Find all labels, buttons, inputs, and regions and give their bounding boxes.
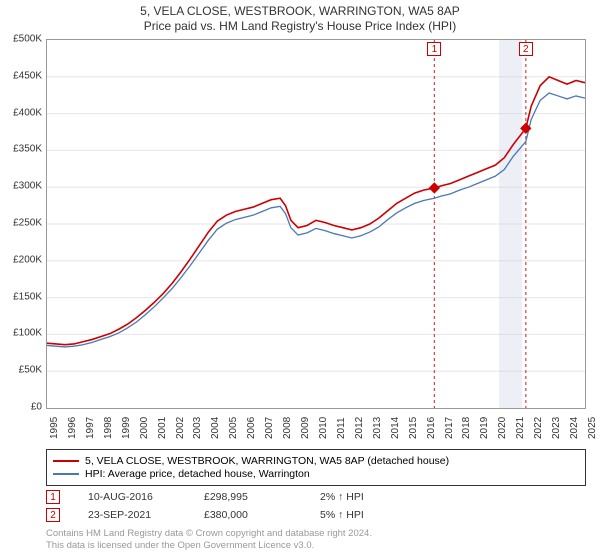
- x-tick-label: 2009: [300, 417, 311, 439]
- x-tick-label: 2014: [390, 417, 401, 439]
- legend: 5, VELA CLOSE, WESTBROOK, WARRINGTON, WA…: [46, 449, 586, 486]
- y-tick-label: £400K: [13, 107, 42, 118]
- sale-marker-box: 2: [46, 508, 60, 522]
- x-tick-label: 2007: [264, 417, 275, 439]
- x-tick-label: 2018: [461, 417, 472, 439]
- legend-label: 5, VELA CLOSE, WESTBROOK, WARRINGTON, WA…: [85, 455, 449, 467]
- x-tick-label: 2017: [444, 417, 455, 439]
- sale-price: £298,995: [204, 491, 292, 503]
- sale-delta: 2% ↑ HPI: [320, 491, 408, 503]
- x-tick-label: 2011: [336, 417, 347, 439]
- y-tick-label: £50K: [19, 365, 42, 376]
- y-tick-label: £200K: [13, 254, 42, 265]
- x-tick-label: 2024: [569, 417, 580, 439]
- sale-row: 2 23-SEP-2021 £380,000 5% ↑ HPI: [46, 508, 586, 522]
- y-tick-label: £350K: [13, 144, 42, 155]
- legend-swatch: [53, 473, 79, 475]
- x-tick-label: 2010: [318, 417, 329, 439]
- legend-label: HPI: Average price, detached house, Warr…: [85, 468, 310, 480]
- x-tick-label: 1995: [49, 417, 60, 439]
- chart-subtitle: Price paid vs. HM Land Registry's House …: [0, 19, 600, 39]
- x-tick-label: 2012: [354, 417, 365, 439]
- sale-row: 1 10-AUG-2016 £298,995 2% ↑ HPI: [46, 490, 586, 504]
- sales-table: 1 10-AUG-2016 £298,995 2% ↑ HPI 2 23-SEP-2021…: [0, 490, 600, 522]
- x-tick-label: 2008: [282, 417, 293, 439]
- y-tick-label: £150K: [13, 291, 42, 302]
- legend-item: 5, VELA CLOSE, WESTBROOK, WARRINGTON, WA…: [53, 455, 579, 467]
- x-tick-label: 2023: [551, 417, 562, 439]
- x-tick-label: 2020: [497, 417, 508, 439]
- x-tick-label: 2025: [587, 417, 598, 439]
- sale-date: 10-AUG-2016: [88, 491, 176, 503]
- x-tick-label: 1997: [85, 417, 96, 439]
- y-tick-label: £450K: [13, 70, 42, 81]
- sale-delta: 5% ↑ HPI: [320, 509, 408, 521]
- x-tick-label: 2002: [175, 417, 186, 439]
- legend-item: HPI: Average price, detached house, Warr…: [53, 468, 579, 480]
- chart-container: 5, VELA CLOSE, WESTBROOK, WARRINGTON, WA…: [0, 0, 600, 560]
- sale-price: £380,000: [204, 509, 292, 521]
- x-tick-label: 2022: [533, 417, 544, 439]
- y-tick-label: £300K: [13, 181, 42, 192]
- y-tick-label: £250K: [13, 218, 42, 229]
- y-tick-label: £500K: [13, 34, 42, 45]
- x-tick-label: 2001: [157, 417, 168, 439]
- y-axis: £0£50K£100K£150K£200K£250K£300K£350K£400…: [0, 39, 46, 407]
- x-tick-label: 2004: [210, 417, 221, 439]
- x-tick-label: 2021: [515, 417, 526, 439]
- x-tick-label: 1996: [67, 417, 78, 439]
- x-tick-label: 2003: [192, 417, 203, 439]
- line-plot: [47, 40, 585, 408]
- sale-marker-1: 1: [427, 42, 441, 56]
- x-tick-label: 2015: [408, 417, 419, 439]
- x-tick-label: 2019: [479, 417, 490, 439]
- x-tick-label: 2016: [426, 417, 437, 439]
- legend-swatch: [53, 460, 79, 462]
- footer-line-2: This data is licensed under the Open Gov…: [46, 540, 586, 552]
- footer: Contains HM Land Registry data © Crown c…: [46, 528, 586, 553]
- chart-title: 5, VELA CLOSE, WESTBROOK, WARRINGTON, WA…: [0, 0, 600, 19]
- y-tick-label: £0: [31, 402, 42, 413]
- y-tick-label: £100K: [13, 328, 42, 339]
- sale-marker-box: 1: [46, 490, 60, 504]
- x-tick-label: 2005: [228, 417, 239, 439]
- sale-marker-2: 2: [519, 42, 533, 56]
- x-tick-label: 1999: [121, 417, 132, 439]
- x-tick-label: 2000: [139, 417, 150, 439]
- x-tick-label: 1998: [103, 417, 114, 439]
- x-tick-label: 2013: [372, 417, 383, 439]
- plot-area: 12: [46, 39, 586, 409]
- x-tick-label: 2006: [246, 417, 257, 439]
- footer-line-1: Contains HM Land Registry data © Crown c…: [46, 528, 586, 540]
- sale-date: 23-SEP-2021: [88, 509, 176, 521]
